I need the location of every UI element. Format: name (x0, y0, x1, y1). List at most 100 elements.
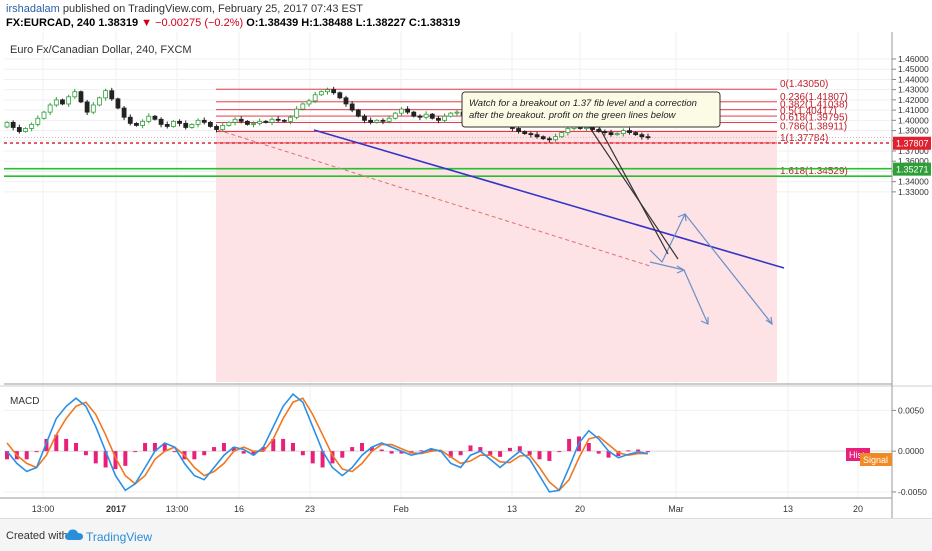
candle-body (84, 101, 90, 113)
macd-grid (4, 409, 892, 493)
macd-hist-bar (636, 449, 641, 452)
candle-body (97, 97, 102, 106)
macd-hist-bar (290, 443, 295, 452)
candle-body (528, 133, 534, 136)
price-tick-label: 1.36000 (898, 156, 929, 166)
signal-line (6, 397, 648, 492)
macd-hist-bar (212, 447, 217, 452)
candle-body (522, 131, 528, 135)
price-badge (893, 162, 931, 176)
candle-body (534, 134, 540, 138)
candle-body (201, 119, 207, 123)
author-name[interactable]: irshadalam (6, 3, 60, 15)
chart-area[interactable]: 0(1.43050) 0.236(1.41807) 0.382(1.41038) 0.… (0, 32, 932, 518)
candle-body (4, 121, 10, 128)
candle-body (318, 91, 324, 96)
blue-trend-line[interactable] (313, 129, 785, 269)
macd-hist-bar (64, 438, 69, 452)
candle-body (620, 130, 626, 135)
candle-body (232, 118, 238, 123)
macd-hist-bar (606, 451, 611, 458)
tradingview-brand[interactable]: TradingView (86, 530, 153, 544)
macd-axis[interactable]: 0.0050 0.0000 -0.0050 (892, 405, 927, 497)
macd-hist-bar (251, 451, 256, 456)
price-badge-label: 1.37807 (896, 139, 929, 149)
time-tick-label: 16 (234, 504, 244, 514)
candle-body (399, 108, 404, 114)
candle-body (429, 113, 435, 119)
candle-body (602, 131, 608, 133)
candle-body (103, 90, 109, 99)
candle-body (374, 119, 380, 123)
fib-label: 0.5(1.40417) (780, 106, 837, 117)
time-tick-label: 23 (305, 504, 315, 514)
candle-body (349, 103, 355, 111)
candle-body (633, 132, 639, 136)
time-tick-label: Feb (393, 504, 409, 514)
candle-body (10, 121, 16, 128)
candle-body (29, 124, 35, 129)
macd-hist-bar (300, 451, 305, 456)
candle-body (368, 119, 374, 123)
price-tick-label: 1.37000 (898, 146, 929, 156)
candle-body (281, 119, 287, 122)
candle-body (423, 113, 429, 118)
candle-body (546, 138, 552, 141)
candle-body (540, 136, 546, 140)
macd-hist-bar (419, 450, 424, 452)
candle-body (238, 118, 244, 122)
macd-hist-bar (537, 451, 542, 460)
price-tick-label: 1.40000 (898, 115, 929, 125)
macd-hist-bar (162, 443, 167, 452)
macd-hist-bar (152, 443, 157, 452)
macd-hist-bar (231, 447, 236, 452)
time-tick-label: 13 (507, 504, 517, 514)
macd-hist-bar (261, 447, 266, 452)
price-tick-label: 1.34000 (898, 177, 929, 187)
candle-body (448, 112, 454, 117)
candle-body (306, 100, 312, 105)
candle-body (41, 111, 47, 119)
candle-body (300, 103, 306, 110)
macd-tick-label: -0.0050 (898, 487, 927, 497)
last-price: 1.38319 (98, 17, 139, 29)
macd-hist-bar (74, 443, 79, 452)
price-tick-label: 1.43000 (898, 85, 929, 95)
macd-hist-bar (547, 451, 552, 461)
candle-body (565, 128, 571, 133)
candle-body (195, 119, 201, 125)
macd-hist-bar (281, 438, 286, 452)
candle-body (53, 99, 59, 106)
chart-svg[interactable]: 0(1.43050)0.236(1.41807)0.382(1.41038)0.… (0, 32, 932, 518)
dashed-trend-line (217, 129, 651, 267)
candle-body (331, 89, 337, 94)
macd-hist-bar (5, 451, 9, 460)
candle-body (220, 125, 226, 130)
change-value: ▼ −0.00275 (−0.2%) (141, 17, 244, 29)
fib-label: 1(1.37784) (780, 133, 828, 144)
macd-hist-bar (517, 446, 522, 452)
candle-body (72, 91, 78, 98)
price-tick-label: 1.46000 (898, 54, 929, 64)
macd-hist-bar (448, 451, 453, 458)
candle-body (90, 104, 96, 113)
macd-hist-bar (478, 447, 483, 452)
candle-body (189, 124, 195, 128)
candle-body (614, 133, 620, 136)
tradingview-cloud-icon[interactable] (64, 528, 84, 542)
price-badge-label: 1.35271 (896, 165, 929, 175)
candle-body (121, 107, 127, 118)
candle-body (380, 119, 386, 122)
annotation-callout[interactable]: Watch for a breakout on 1.37 fib level a… (461, 91, 721, 260)
time-axis[interactable]: 13:00 2017 13:00 16 23 Feb 13 20 Mar 13 20 (32, 504, 863, 514)
macd-hist-bar (123, 451, 128, 466)
macd-hist-bar (103, 451, 108, 468)
candle-body (140, 120, 145, 126)
macd-hist-bar (468, 445, 473, 452)
candle-body (639, 134, 645, 138)
fib-label: 0.618(1.39795) (780, 112, 848, 123)
fib-zone (216, 130, 777, 382)
candle-body (417, 115, 423, 118)
macd-hist-bar (54, 434, 59, 452)
